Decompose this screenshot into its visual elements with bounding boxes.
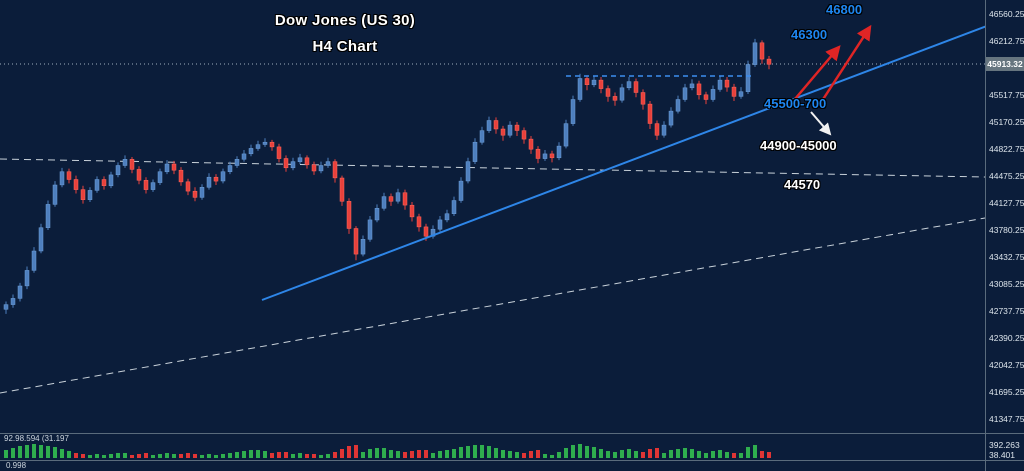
y-axis-price-label: 46560.25	[989, 9, 1024, 19]
price-annotation-44900-45000: 44900-45000	[760, 138, 837, 153]
indicator-scale-bottom-label: 38.401	[989, 450, 1015, 460]
projection-arrow-46300	[794, 45, 841, 100]
chart-title-line2: H4 Chart	[312, 38, 378, 55]
ascending-trendline	[261, 25, 985, 301]
y-axis-price-label: 43780.25	[989, 225, 1024, 235]
candlestick-series	[3, 38, 772, 314]
y-axis-price-label: 41347.75	[989, 414, 1024, 424]
price-annotation-44570: 44570	[784, 177, 821, 192]
indicator-scale-top-label: 392.263	[989, 440, 1020, 450]
price-annotation-46300: 46300	[791, 27, 828, 42]
lower-dashed-channel	[0, 217, 985, 394]
price-annotation-46800: 46800	[826, 2, 863, 17]
price-annotation-45500-700: 45500-700	[764, 96, 827, 111]
bottom-pane-value-label: 0.998	[6, 461, 27, 470]
y-axis-price-label: 42737.75	[989, 306, 1024, 316]
y-axis-price-label: 46212.75	[989, 36, 1024, 46]
y-axis-price-label: 43432.75	[989, 252, 1024, 262]
y-axis-price-label: 44127.75	[989, 198, 1024, 208]
y-axis-price-label: 44822.75	[989, 144, 1024, 154]
y-axis-price-label: 45517.75	[989, 90, 1024, 100]
upper-dashed-channel	[0, 158, 985, 178]
y-axis-price-label: 42042.75	[989, 360, 1024, 370]
projection-arrow-46800	[818, 24, 872, 105]
indicator-name-label: 92.98.594 (31.197	[4, 434, 69, 443]
current-price-tag: 45913.32	[986, 57, 1024, 71]
y-axis-price-label: 45170.25	[989, 117, 1024, 127]
pullback-arrow-down	[810, 111, 832, 136]
y-axis-price-label: 42390.25	[989, 333, 1024, 343]
indicator-histogram	[4, 444, 771, 458]
chart-background-lines	[0, 63, 985, 394]
y-axis-price-label: 44475.25	[989, 171, 1024, 181]
chart-overlay-objects	[261, 24, 985, 301]
chart-title-line1: Dow Jones (US 30)	[274, 12, 416, 29]
y-axis-price-label: 43085.25	[989, 279, 1024, 289]
y-axis-price-label: 41695.25	[989, 387, 1024, 397]
